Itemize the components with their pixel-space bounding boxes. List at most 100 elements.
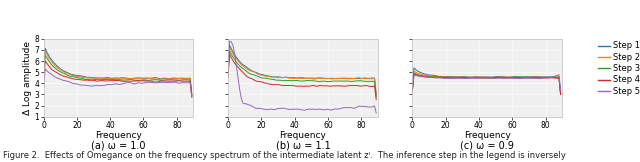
Step 40 [455, 77, 463, 79]
Step 30 [188, 95, 196, 97]
Step 10 [183, 77, 191, 79]
Step 30 [271, 79, 278, 81]
Step 10 [367, 77, 375, 79]
X-axis label: Frequency: Frequency [464, 131, 511, 140]
Step 20 [410, 70, 418, 72]
Step 50 [512, 77, 520, 79]
Step 10 [372, 94, 380, 96]
Step 30 [367, 80, 375, 82]
Step 40 [224, 77, 232, 79]
Step 20 [246, 70, 253, 72]
Step 50 [226, 40, 234, 42]
Step 50 [555, 74, 563, 76]
Step 40 [168, 80, 175, 82]
Step 50 [454, 77, 461, 79]
Legend: Step 10, Step 20, Step 30, Step 40, Step 50: Step 10, Step 20, Step 30, Step 40, Step… [598, 41, 640, 96]
Step 30 [455, 76, 463, 78]
Step 40 [410, 73, 418, 75]
Step 30 [224, 74, 232, 76]
Step 40 [408, 91, 416, 93]
Step 50 [164, 81, 172, 83]
Line: Step 10: Step 10 [44, 48, 192, 95]
Step 50 [61, 80, 69, 82]
Step 30 [246, 73, 253, 75]
Step 10 [408, 86, 416, 88]
Line: Step 30: Step 30 [412, 73, 561, 94]
Step 50 [188, 97, 196, 98]
Step 30 [226, 50, 234, 52]
Step 50 [145, 82, 152, 84]
Step 30 [40, 78, 47, 80]
Step 50 [429, 77, 436, 79]
Step 20 [537, 76, 545, 78]
Step 10 [168, 77, 175, 79]
Step 50 [353, 106, 360, 108]
Step 30 [537, 76, 545, 78]
Step 50 [42, 68, 49, 70]
Step 10 [42, 47, 49, 49]
Line: Step 20: Step 20 [44, 51, 192, 95]
Step 10 [224, 70, 232, 72]
Step 20 [183, 78, 191, 80]
Step 40 [145, 80, 152, 82]
Step 50 [183, 82, 191, 84]
Step 40 [188, 96, 196, 98]
Line: Step 50: Step 50 [228, 41, 376, 113]
Step 20 [372, 94, 380, 96]
Step 50 [224, 69, 232, 71]
Step 10 [552, 76, 559, 78]
Step 30 [329, 80, 337, 82]
Step 50 [86, 85, 94, 87]
Step 40 [534, 77, 541, 79]
Step 20 [40, 75, 47, 76]
Step 20 [329, 78, 337, 80]
Step 20 [455, 76, 463, 78]
Step 50 [329, 108, 337, 110]
Step 30 [168, 79, 175, 81]
Step 10 [534, 76, 541, 78]
Step 20 [42, 50, 49, 52]
Step 10 [349, 78, 356, 80]
Step 50 [550, 76, 558, 78]
Step 40 [86, 79, 94, 81]
Step 20 [145, 77, 152, 79]
Line: Step 10: Step 10 [228, 45, 376, 95]
Step 30 [86, 78, 94, 80]
Step 10 [329, 78, 337, 80]
Step 30 [513, 76, 521, 78]
Step 40 [513, 77, 521, 79]
Step 30 [430, 76, 438, 78]
Step 30 [164, 79, 172, 81]
Step 30 [42, 54, 49, 56]
Step 40 [183, 80, 191, 82]
Step 20 [164, 78, 172, 80]
Step 10 [513, 76, 521, 78]
Step 20 [188, 94, 196, 96]
X-axis label: Frequency: Frequency [280, 131, 326, 140]
Step 40 [164, 80, 172, 82]
Step 10 [86, 76, 94, 78]
Step 10 [188, 94, 196, 96]
Line: Step 50: Step 50 [412, 75, 561, 92]
Step 10 [145, 77, 152, 79]
Step 10 [557, 93, 564, 95]
Step 40 [42, 60, 49, 62]
Step 20 [353, 77, 360, 79]
Line: Step 30: Step 30 [44, 55, 192, 96]
Step 40 [226, 53, 234, 55]
Step 50 [532, 77, 540, 79]
Step 20 [61, 72, 69, 74]
Step 30 [61, 73, 69, 75]
Text: (b) ω = 1.1: (b) ω = 1.1 [276, 141, 330, 151]
Step 30 [183, 79, 191, 81]
Step 20 [168, 77, 175, 79]
Step 10 [430, 75, 438, 76]
Step 50 [408, 91, 416, 93]
Step 40 [329, 85, 337, 87]
Step 20 [557, 92, 564, 94]
Step 50 [271, 109, 278, 111]
Step 20 [86, 77, 94, 79]
Step 40 [40, 81, 47, 83]
Step 20 [408, 89, 416, 91]
Step 30 [410, 72, 418, 74]
